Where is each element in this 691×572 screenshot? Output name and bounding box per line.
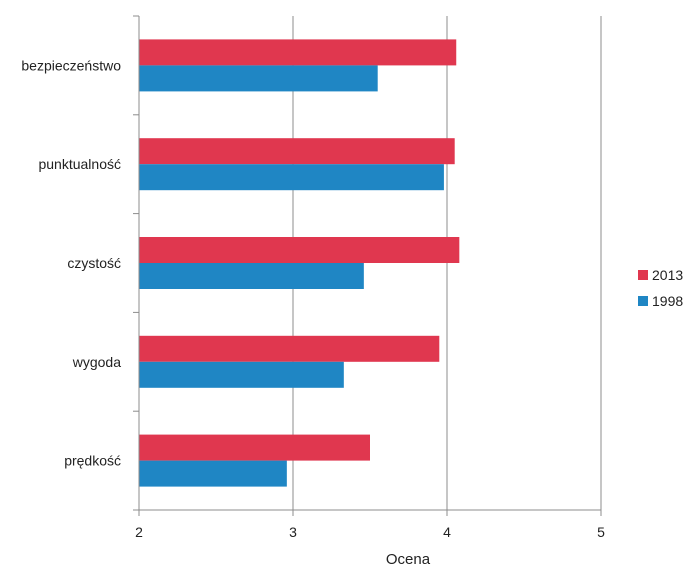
category-labels: bezpieczeństwo punktualność czystość wygoda… — [21, 57, 121, 468]
legend-label: 2013 — [652, 267, 683, 283]
bar-1998-2 — [139, 263, 364, 289]
category-label: wygoda — [72, 354, 121, 370]
x-tick-label: 2 — [135, 524, 143, 540]
legend-label: 1998 — [652, 293, 683, 309]
bar-1998-0 — [139, 65, 378, 92]
bar-2013-2 — [139, 237, 460, 263]
bar-2013-1 — [139, 138, 455, 165]
bar-2013-3 — [139, 335, 440, 362]
x-axis-title: Ocena — [386, 551, 431, 568]
x-tick-labels: 2 3 4 5 — [135, 524, 605, 540]
bar-2013-0 — [139, 39, 457, 66]
category-label: punktualność — [38, 156, 121, 172]
bar-1998-4 — [139, 460, 287, 487]
x-tick-label: 5 — [597, 524, 605, 540]
bar-2013-4 — [139, 434, 370, 461]
legend: 2013 1998 — [638, 267, 683, 309]
x-tick-label: 3 — [289, 524, 297, 540]
x-tick-label: 4 — [443, 524, 451, 540]
category-label: bezpieczeństwo — [21, 57, 121, 73]
bars — [139, 39, 460, 487]
legend-swatch-1998 — [638, 296, 648, 306]
bar-1998-3 — [139, 361, 344, 388]
axes — [133, 15, 602, 516]
bar-1998-1 — [139, 164, 444, 191]
legend-swatch-2013 — [638, 270, 648, 280]
category-label: prędkość — [64, 453, 121, 469]
category-label: czystość — [67, 255, 121, 271]
